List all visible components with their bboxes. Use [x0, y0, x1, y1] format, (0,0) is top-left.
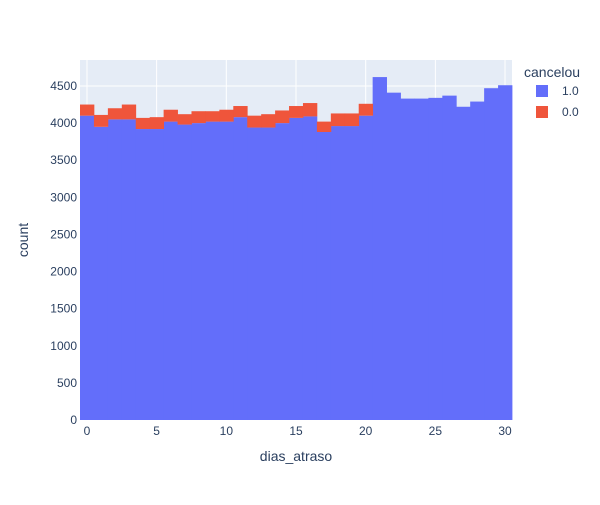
- bar-series-0-bin-0: [80, 115, 95, 420]
- bar-series-0-bin-4: [135, 129, 151, 420]
- bar-series-1-bin-6: [163, 109, 178, 122]
- bar-series-0-bin-27: [456, 106, 471, 421]
- bar-series-0-bin-8: [191, 123, 206, 421]
- bar-series-0-bin-22: [386, 92, 401, 420]
- y-tick-label: 500: [57, 376, 77, 390]
- bar-series-0-bin-11: [233, 117, 248, 421]
- bar-series-0-bin-7: [177, 124, 192, 420]
- bar-series-0-bin-2: [107, 119, 123, 421]
- x-tick-label: 25: [429, 424, 443, 438]
- bar-series-0-bin-23: [400, 98, 415, 421]
- bar-series-1-bin-19: [344, 113, 360, 127]
- bar-series-0-bin-19: [344, 126, 360, 420]
- x-tick-labels: 0 5 10 15 20 25 30: [84, 424, 512, 438]
- y-tick-label: 3500: [50, 153, 77, 167]
- x-tick-label: 10: [220, 424, 234, 438]
- bar-series-0-bin-13: [261, 127, 276, 421]
- bar-series-0-bin-12: [247, 127, 262, 421]
- bar-series-0-bin-25: [428, 97, 443, 421]
- bar-series-1-bin-8: [191, 111, 206, 124]
- y-tick-label: 0: [70, 413, 77, 427]
- x-tick-label: 5: [153, 424, 160, 438]
- bar-series-0-bin-24: [414, 98, 429, 421]
- bar-series-0-bin-14: [275, 123, 290, 421]
- bar-series-1-bin-20: [358, 103, 374, 116]
- bar-series-0-bin-3: [121, 119, 137, 421]
- y-tick-label: 2500: [50, 227, 77, 241]
- x-axis-title: dias_atraso: [260, 448, 333, 464]
- y-tick-label: 1000: [50, 339, 77, 353]
- bar-series-0-bin-15: [289, 117, 304, 420]
- bar-series-1-bin-10: [219, 109, 234, 122]
- bar-series-1-bin-7: [177, 114, 192, 125]
- legend-item-label[interactable]: 0.0: [562, 105, 579, 119]
- x-tick-label: 30: [498, 424, 512, 438]
- bar-series-1-bin-11: [233, 106, 248, 118]
- legend-title: cancelou: [524, 64, 580, 80]
- bar-series-1-bin-18: [330, 113, 346, 127]
- bar-series-1-bin-9: [205, 111, 220, 122]
- bar-series-0-bin-30: [498, 85, 513, 420]
- bar-series-0-bin-16: [302, 116, 318, 421]
- y-axis-title: count: [15, 223, 31, 257]
- bars: [80, 77, 513, 421]
- bar-series-0-bin-28: [470, 101, 485, 420]
- bar-series-1-bin-1: [93, 114, 109, 127]
- bar-series-0-bin-20: [358, 115, 374, 420]
- legend: cancelou 1.0 0.0: [524, 64, 580, 119]
- y-tick-labels: 0 500 1000 1500 2000 2500 3000 3500 4000 4500: [50, 79, 77, 427]
- x-tick-label: 20: [359, 424, 373, 438]
- bar-series-1-bin-13: [261, 114, 276, 128]
- y-tick-label: 4500: [50, 79, 77, 93]
- y-tick-label: 1500: [50, 302, 77, 316]
- x-tick-label: 15: [289, 424, 303, 438]
- bar-series-0-bin-26: [442, 95, 457, 420]
- bar-series-1-bin-5: [149, 117, 165, 130]
- bar-series-1-bin-4: [135, 117, 151, 130]
- legend-swatch[interactable]: [536, 85, 548, 97]
- legend-item-label[interactable]: 1.0: [562, 84, 579, 98]
- bar-series-1-bin-0: [80, 104, 95, 116]
- bar-series-1-bin-14: [275, 110, 290, 124]
- y-tick-label: 2000: [50, 265, 77, 279]
- x-tick-label: 0: [84, 424, 91, 438]
- bar-series-1-bin-16: [302, 103, 318, 117]
- bar-series-0-bin-21: [372, 77, 387, 420]
- y-tick-label: 3000: [50, 190, 77, 204]
- y-tick-label: 4000: [50, 116, 77, 130]
- bar-series-0-bin-10: [219, 121, 234, 420]
- bar-series-0-bin-6: [163, 121, 178, 420]
- bar-series-1-bin-17: [316, 121, 332, 132]
- bar-series-1-bin-2: [107, 108, 123, 120]
- bar-series-0-bin-29: [484, 88, 499, 421]
- bar-series-0-bin-18: [330, 126, 346, 420]
- bar-series-0-bin-5: [149, 129, 165, 420]
- bar-series-1-bin-15: [289, 106, 304, 118]
- bar-series-1-bin-12: [247, 115, 262, 128]
- legend-swatch[interactable]: [536, 106, 548, 118]
- bar-series-0-bin-1: [93, 126, 109, 420]
- bar-series-1-bin-3: [121, 104, 137, 120]
- bar-series-0-bin-17: [316, 132, 332, 420]
- bar-series-0-bin-9: [205, 121, 220, 420]
